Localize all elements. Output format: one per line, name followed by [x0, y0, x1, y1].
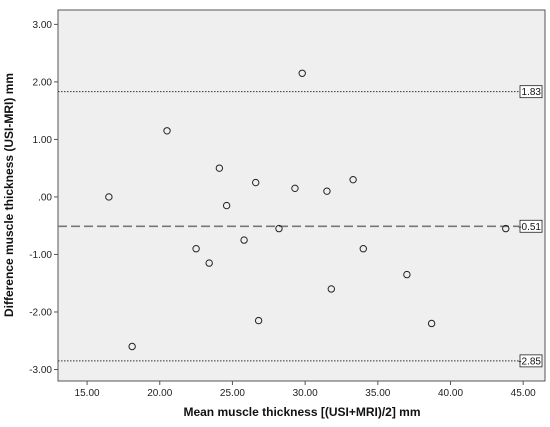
x-axis-title: Mean muscle thickness [(USI+MRI)/2] mm [183, 405, 420, 419]
data-point [359, 245, 367, 253]
data-point [403, 270, 411, 279]
reference-label: -2.85 [518, 356, 541, 367]
y-axis-title: Difference muscle thickness (USI-MRI) mm [2, 73, 16, 317]
data-point [298, 69, 306, 77]
y-tick-label: 3.00 [33, 20, 53, 31]
data-point [327, 285, 336, 293]
data-point [323, 187, 331, 195]
data-point [240, 236, 248, 244]
y-tick-label: -3.00 [29, 365, 52, 376]
data-point [192, 245, 200, 253]
data-point [128, 342, 136, 351]
reference-label-box [519, 219, 543, 233]
data-point [222, 201, 231, 210]
data-point [252, 178, 260, 187]
x-tick-label: 45.00 [511, 388, 536, 399]
x-tick-label: 30.00 [293, 388, 318, 399]
x-tick-label: 35.00 [365, 388, 390, 399]
data-point [163, 127, 171, 135]
data-point [205, 259, 213, 267]
y-tick-label: 2.00 [33, 77, 53, 88]
reference-label-box [519, 354, 543, 368]
reference-label: -0.51 [518, 222, 541, 233]
x-tick-label: 40.00 [438, 388, 463, 399]
reference-label-box [519, 85, 543, 99]
data-point [254, 316, 263, 325]
data-point [427, 319, 436, 328]
data-point [105, 193, 113, 201]
y-tick-label: -2.00 [29, 307, 52, 318]
y-tick-label: 1.00 [33, 135, 53, 146]
reference-label: 1.83 [522, 87, 542, 98]
x-tick-label: 15.00 [75, 388, 100, 399]
x-tick-label: 25.00 [220, 388, 245, 399]
y-tick-label: -1.00 [29, 250, 52, 261]
y-tick-label: .00 [38, 192, 52, 203]
plot-area [57, 9, 546, 382]
data-point [349, 175, 357, 184]
data-point [502, 224, 510, 233]
data-point [275, 224, 283, 233]
data-point [215, 164, 224, 172]
data-point [291, 184, 299, 193]
x-tick-label: 20.00 [147, 388, 172, 399]
